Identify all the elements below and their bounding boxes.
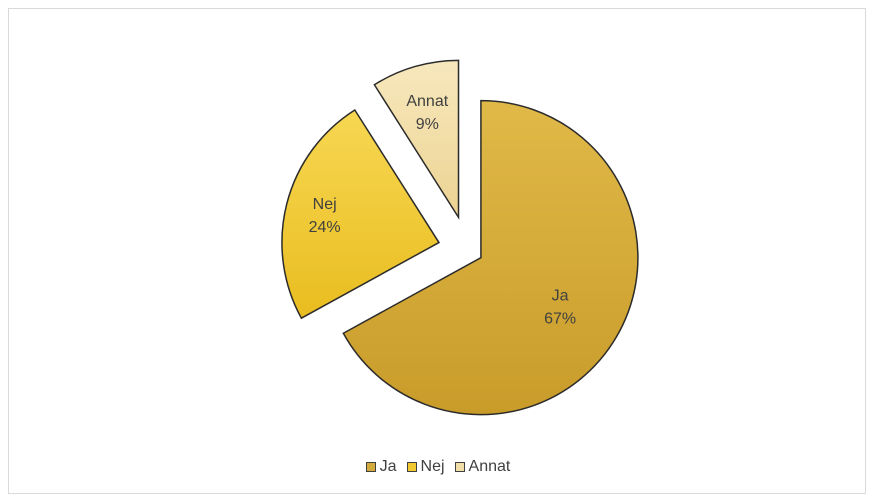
legend-label-annat: Annat bbox=[468, 458, 511, 475]
legend-label-nej: Nej bbox=[420, 458, 445, 475]
pie-slice-ja bbox=[342, 99, 639, 416]
legend-item-ja: Ja bbox=[365, 458, 397, 476]
legend-label-ja: Ja bbox=[379, 458, 397, 475]
legend-swatch-nej bbox=[406, 462, 417, 472]
legend-item-nej: Nej bbox=[406, 458, 445, 476]
legend-item-annat: Annat bbox=[454, 458, 511, 476]
legend-swatch-annat bbox=[454, 462, 465, 472]
legend-swatch-ja bbox=[365, 462, 376, 472]
slice-category-nej: Nej bbox=[313, 196, 337, 213]
slice-category-annat: Annat bbox=[406, 93, 448, 110]
slice-label-ja: Ja 67% bbox=[544, 287, 576, 327]
pie-slice-annat bbox=[373, 59, 460, 220]
legend: Ja Nej Annat bbox=[0, 458, 876, 476]
slice-percent-ja: 67% bbox=[544, 310, 576, 327]
pie-slice-nej bbox=[281, 108, 441, 320]
slice-label-annat: Annat 9% bbox=[406, 93, 448, 133]
slice-category-ja: Ja bbox=[552, 287, 569, 304]
slice-label-nej: Nej 24% bbox=[309, 196, 341, 236]
slice-percent-nej: 24% bbox=[309, 219, 341, 236]
slice-percent-annat: 9% bbox=[416, 116, 439, 133]
